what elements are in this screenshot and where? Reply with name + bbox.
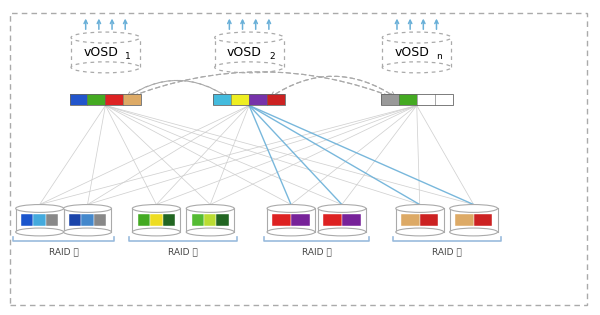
Bar	[213, 94, 231, 106]
Bar	[64, 209, 112, 232]
Ellipse shape	[215, 32, 284, 43]
Ellipse shape	[215, 62, 284, 73]
Ellipse shape	[267, 204, 315, 212]
Text: vOSD: vOSD	[395, 46, 430, 59]
Text: RAID 组: RAID 组	[302, 248, 331, 256]
Ellipse shape	[16, 204, 64, 212]
Bar	[133, 209, 180, 232]
Bar	[70, 94, 142, 106]
Bar	[21, 214, 34, 226]
Bar	[186, 209, 234, 232]
Ellipse shape	[382, 62, 451, 73]
Bar	[34, 214, 46, 226]
Bar	[399, 94, 417, 106]
Text: RAID 组: RAID 组	[432, 248, 461, 256]
Ellipse shape	[382, 32, 451, 43]
Bar	[396, 209, 443, 232]
Bar	[81, 214, 94, 226]
Bar	[231, 94, 249, 106]
Bar	[137, 214, 150, 226]
Ellipse shape	[186, 228, 234, 236]
Bar	[382, 37, 451, 67]
Text: 2: 2	[269, 52, 275, 61]
Bar	[69, 214, 81, 226]
Bar	[267, 94, 285, 106]
Bar	[94, 214, 106, 226]
Bar	[291, 214, 310, 226]
Text: vOSD: vOSD	[83, 46, 118, 59]
Bar	[70, 94, 88, 106]
Bar	[381, 94, 452, 106]
Ellipse shape	[186, 204, 234, 212]
Ellipse shape	[318, 228, 366, 236]
Ellipse shape	[133, 228, 180, 236]
Bar	[401, 214, 420, 226]
Ellipse shape	[64, 204, 112, 212]
Ellipse shape	[71, 32, 140, 43]
Ellipse shape	[396, 228, 443, 236]
Bar	[204, 214, 217, 226]
Bar	[455, 214, 473, 226]
Bar	[417, 94, 434, 106]
Bar	[272, 214, 291, 226]
Bar	[71, 37, 140, 67]
Bar	[88, 94, 106, 106]
Bar	[381, 94, 399, 106]
Bar	[106, 94, 124, 106]
Bar	[150, 214, 163, 226]
Bar	[318, 209, 366, 232]
Bar	[46, 214, 58, 226]
Ellipse shape	[133, 204, 180, 212]
Bar	[249, 94, 267, 106]
Bar	[449, 209, 497, 232]
Bar	[217, 214, 229, 226]
Bar	[16, 209, 64, 232]
Ellipse shape	[267, 228, 315, 236]
Bar	[342, 214, 361, 226]
Ellipse shape	[71, 62, 140, 73]
Bar	[434, 94, 452, 106]
Ellipse shape	[64, 228, 112, 236]
Ellipse shape	[449, 204, 497, 212]
Bar	[163, 214, 175, 226]
Bar	[473, 214, 492, 226]
Bar	[323, 214, 342, 226]
Text: RAID 组: RAID 组	[49, 248, 79, 256]
Bar	[213, 94, 285, 106]
Ellipse shape	[449, 228, 497, 236]
Bar	[215, 37, 284, 67]
Bar	[267, 209, 315, 232]
Text: n: n	[437, 52, 442, 61]
Bar	[420, 214, 439, 226]
Text: vOSD: vOSD	[227, 46, 262, 59]
Bar	[124, 94, 142, 106]
Text: 1: 1	[125, 52, 131, 61]
Ellipse shape	[396, 204, 443, 212]
Text: RAID 组: RAID 组	[169, 248, 198, 256]
Ellipse shape	[16, 228, 64, 236]
Ellipse shape	[318, 204, 366, 212]
Bar	[191, 214, 204, 226]
